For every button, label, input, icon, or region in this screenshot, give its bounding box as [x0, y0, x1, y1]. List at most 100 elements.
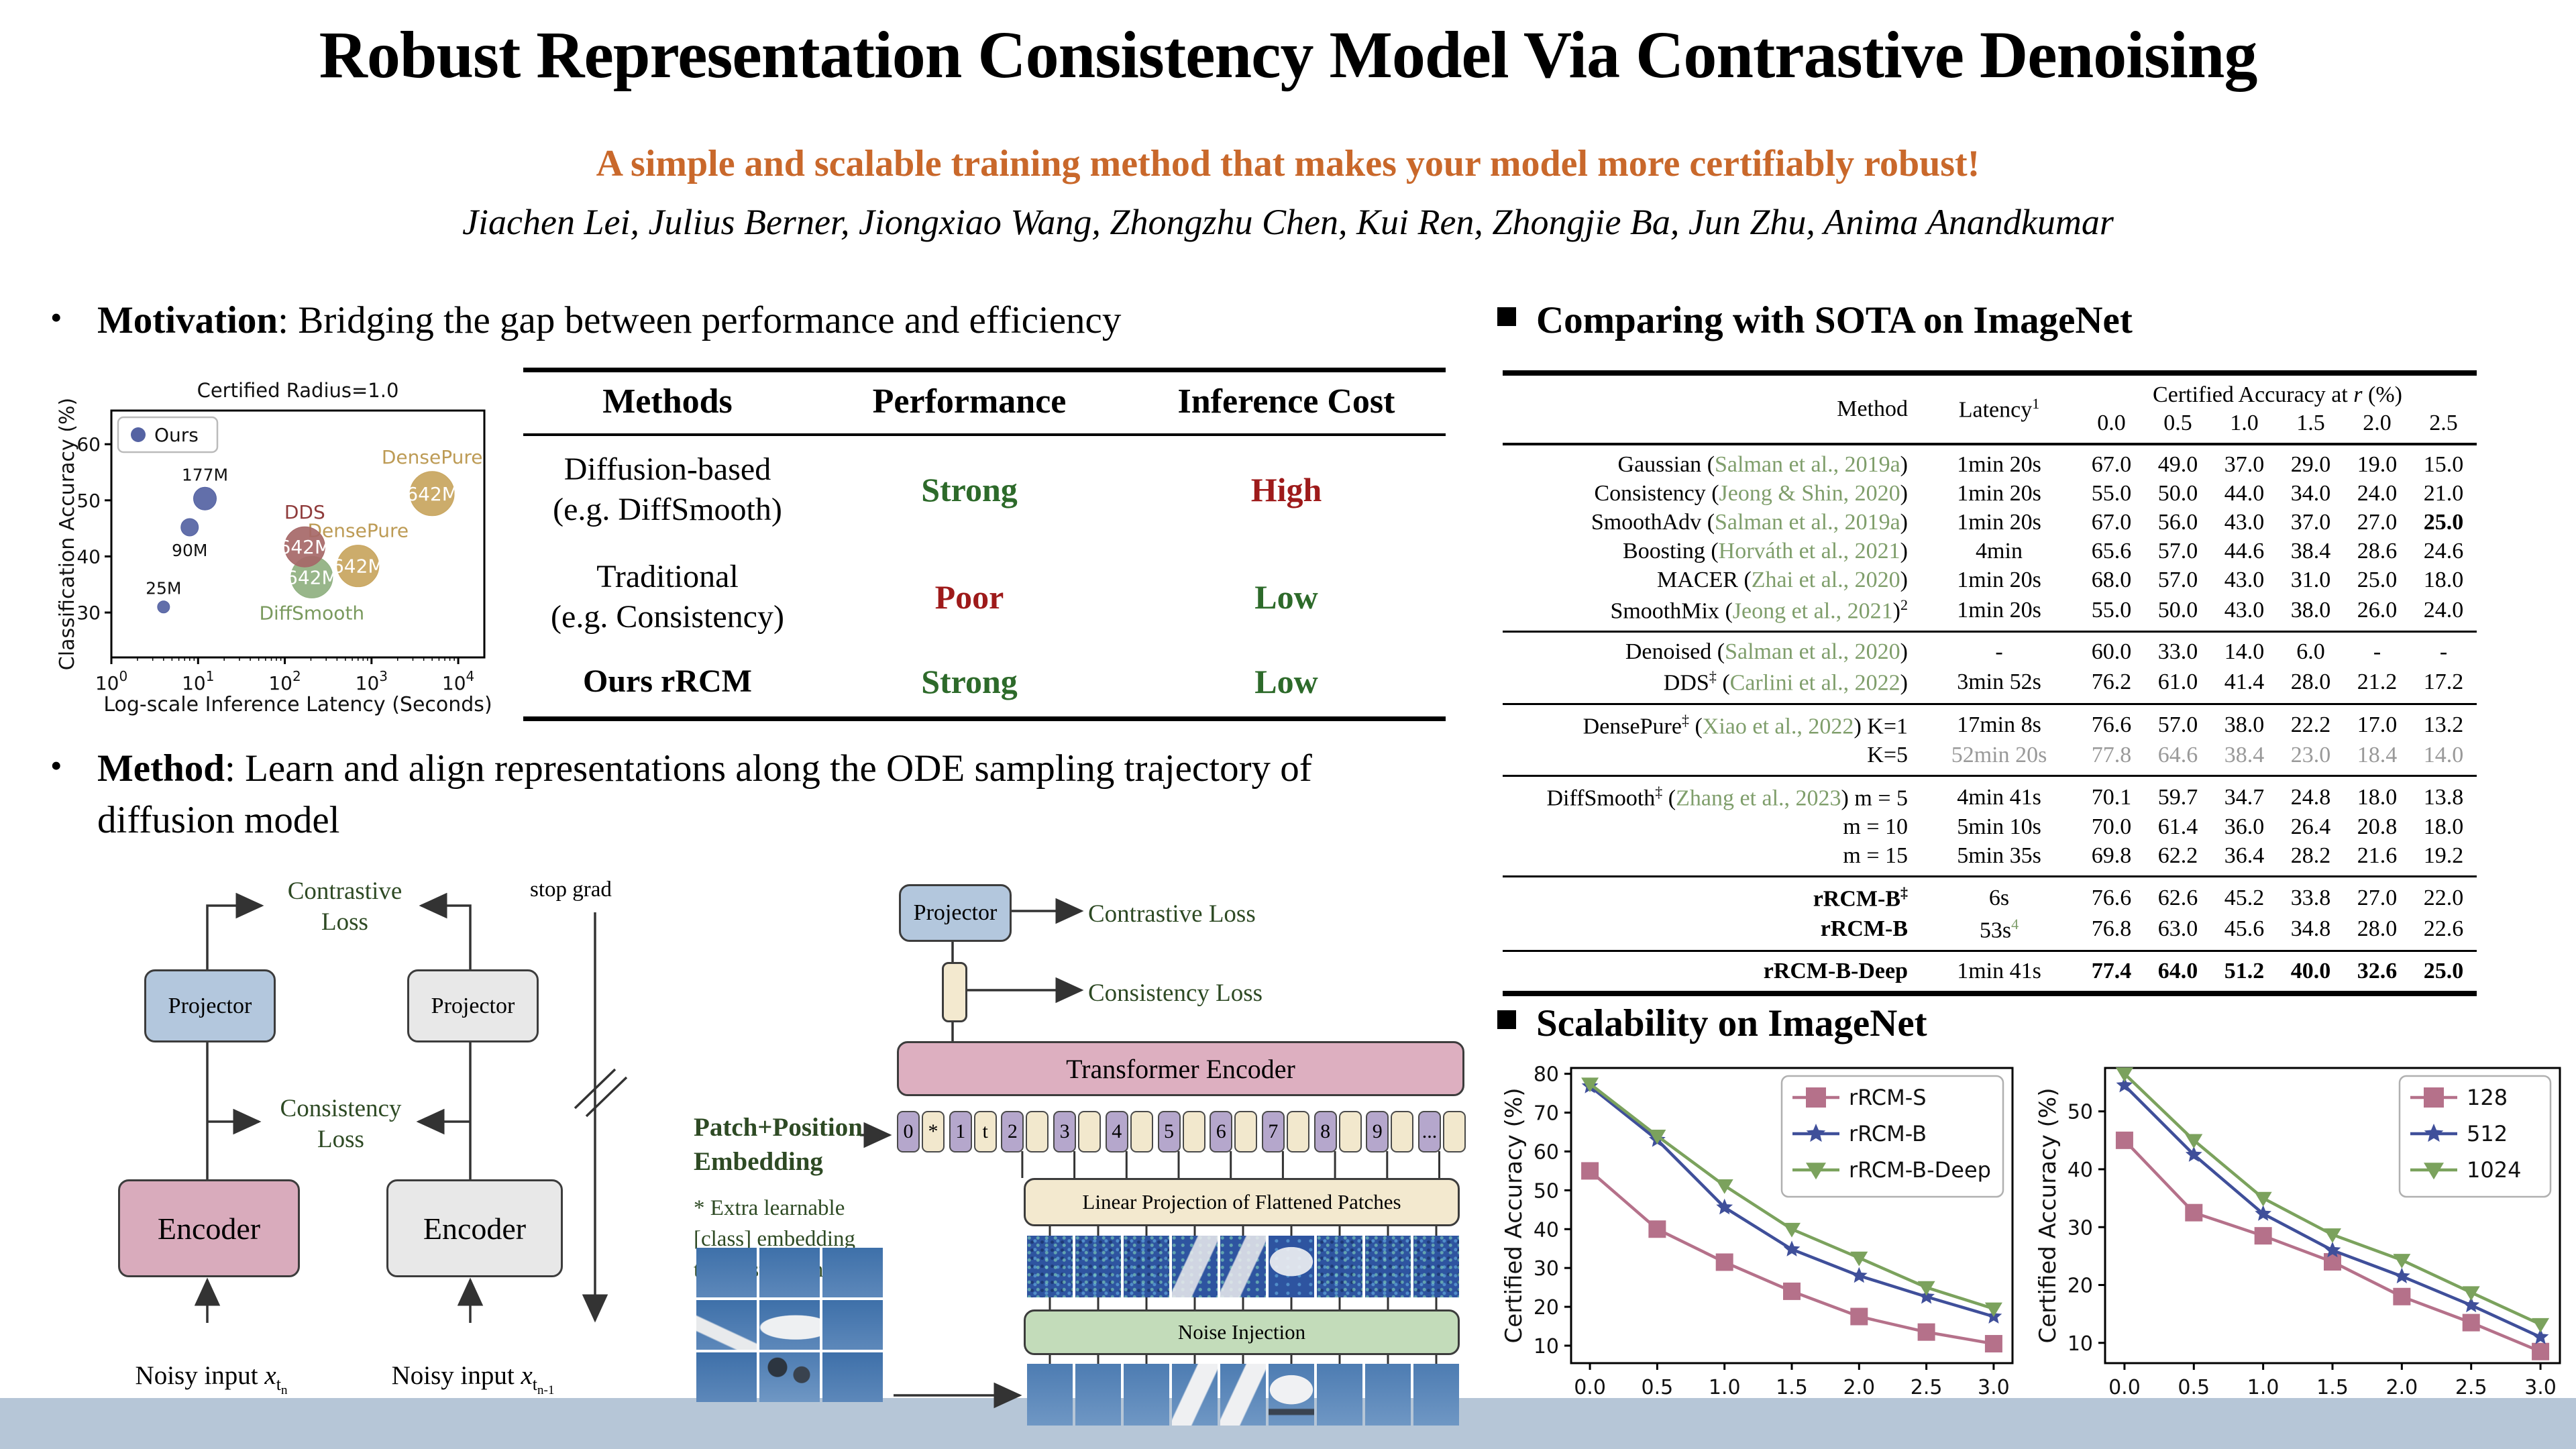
svg-text:40: 40	[2068, 1159, 2093, 1182]
accuracy-cell: 26.4	[2290, 814, 2331, 840]
image-patch	[1413, 1236, 1459, 1297]
svg-text:60: 60	[76, 433, 101, 455]
method-cell: rRCM-B-Deep	[1503, 951, 1920, 994]
siamese-diagram: Contrastive Loss stop grad Projector Pro…	[67, 872, 711, 1415]
method-text: )	[1900, 452, 1908, 477]
position-token: 4	[1105, 1111, 1128, 1152]
sota-results-table: Method Latency1 Certified Accuracy at r …	[1503, 370, 2477, 996]
accuracy-cell: 67.0	[2091, 452, 2132, 477]
svg-text:1.0: 1.0	[2247, 1376, 2279, 1399]
accuracy-cell: 43.0	[2224, 510, 2265, 535]
accuracy-cell: 64.6	[2157, 742, 2198, 767]
svg-text:100: 100	[95, 668, 127, 694]
performance-value: Poor	[934, 578, 1004, 616]
method-text: )	[1900, 639, 1908, 665]
method-text: rRCM-B	[1813, 886, 1900, 912]
svg-text:0.5: 0.5	[1642, 1376, 1674, 1399]
encoder-box-online: Encoder	[118, 1179, 300, 1277]
method-text: )	[1900, 670, 1908, 696]
position-token: ...	[1418, 1111, 1441, 1152]
svg-text:Ours: Ours	[154, 424, 199, 446]
svg-text:DensePure: DensePure	[382, 446, 483, 468]
method-text: Jeong et al., 2021	[1732, 598, 1893, 624]
accuracy-cell: 38.0	[2224, 712, 2265, 738]
latency-accuracy-bubble-chart: Certified Radius=1.0 100 101 102 103 104 30 40 5…	[58, 379, 492, 716]
image-patch	[1172, 1236, 1218, 1297]
table-row: Traditional (e.g. Consistency) Poor Low	[523, 543, 1446, 651]
accuracy-cell: 69.8	[2091, 843, 2132, 869]
image-patch	[1269, 1364, 1314, 1426]
svg-text:10: 10	[1534, 1335, 1559, 1358]
image-patch	[1124, 1236, 1169, 1297]
accuracy-cell: 18.0	[2423, 568, 2464, 592]
accuracy-cell: 26.0	[2357, 597, 2398, 623]
svg-text:20: 20	[2068, 1275, 2093, 1298]
encoder-box-target: Encoder	[386, 1179, 563, 1277]
accuracy-cell: 76.6	[2091, 885, 2132, 910]
token-pair: 6	[1210, 1111, 1258, 1152]
method-text: ) m = 5	[1841, 786, 1908, 811]
table-row: Boosting (Horváth et al., 2021) 4min 65.6 5…	[1503, 537, 2477, 566]
method-text: DiffSmooth	[1546, 786, 1656, 811]
image-patch	[1075, 1236, 1121, 1297]
svg-text:25M: 25M	[146, 579, 181, 598]
method-text: Boosting	[1623, 539, 1705, 564]
svg-text:DDS: DDS	[284, 501, 325, 523]
accuracy-cell: 25.0	[2423, 958, 2464, 983]
svg-text:30: 30	[76, 602, 101, 624]
radius-col: 0.5	[2163, 411, 2192, 435]
accuracy-cell: 19.0	[2357, 452, 2398, 477]
contrastive-loss-label: Contrastive Loss	[1088, 900, 1256, 928]
token-pair: 7	[1261, 1111, 1309, 1152]
image-patch	[1124, 1364, 1169, 1426]
table-row: rRCM-B‡ 6s 76.6 62.6 45.2 33.8 27.0 22.0	[1503, 877, 2477, 914]
latency-value: 3min 52s	[1957, 669, 2041, 694]
col-latency: Latency1	[1958, 395, 2040, 423]
accuracy-cell: 60.0	[2091, 639, 2132, 665]
accuracy-cell: 17.0	[2357, 712, 2398, 738]
method-text: Jeong & Shin, 2020	[1719, 481, 1900, 506]
svg-text:103: 103	[356, 668, 388, 694]
accuracy-cell: 28.0	[2290, 669, 2331, 694]
radius-col: 1.0	[2230, 411, 2259, 435]
cost-value: Low	[1254, 663, 1318, 700]
table-row: Consistency (Jeong & Shin, 2020) 1min 20s…	[1503, 480, 2477, 508]
diagram-arrows	[194, 892, 628, 1323]
latency-cell: -	[1920, 632, 2078, 667]
accuracy-cell: 28.0	[2357, 916, 2398, 942]
svg-text:80: 80	[1534, 1063, 1559, 1087]
svg-text:1.5: 1.5	[1776, 1376, 1808, 1399]
method-heading-text: Method: Learn and align representations …	[97, 743, 1432, 847]
method-text: (	[1711, 639, 1725, 665]
accuracy-cell: 22.6	[2423, 916, 2464, 942]
method-text: K=5	[1867, 742, 1908, 767]
position-token: 9	[1366, 1111, 1389, 1152]
accuracy-cell: 28.2	[2290, 843, 2331, 869]
bullet-icon: •	[50, 299, 62, 336]
patch-token	[1182, 1111, 1205, 1152]
svg-text:642M: 642M	[406, 483, 458, 505]
accuracy-cell: 33.8	[2290, 885, 2331, 910]
accuracy-cell: 77.8	[2091, 742, 2132, 767]
method-text: Zhai et al., 2020	[1751, 568, 1900, 592]
sota-table-group: rRCM-B‡ 6s 76.6 62.6 45.2 33.8 27.0 22.0 rRCM-B 5…	[1503, 876, 2477, 951]
image-patch	[1220, 1364, 1266, 1426]
svg-text:0.0: 0.0	[1574, 1376, 1606, 1399]
table-row: rRCM-B 53s4 76.8 63.0 45.6 34.8 28.0 22.6	[1503, 914, 2477, 951]
method-comparison-table: Methods Performance Inference Cost Diffu…	[523, 368, 1446, 721]
method-cell: Boosting (Horváth et al., 2021)	[1503, 537, 1920, 566]
accuracy-cell: 45.6	[2224, 916, 2265, 942]
accuracy-cell: 70.0	[2091, 814, 2132, 840]
accuracy-cell: 23.0	[2290, 742, 2331, 767]
sota-table-group: Gaussian (Salman et al., 2019a) 1min 20s 6…	[1503, 444, 2477, 632]
position-token: 3	[1053, 1111, 1077, 1152]
accuracy-cell: 34.8	[2290, 916, 2331, 942]
svg-text:rRCM-S: rRCM-S	[1849, 1085, 1927, 1110]
latency-cell: 4min 41s	[1920, 775, 2078, 812]
image-patch	[1220, 1236, 1266, 1297]
method-text: Carlini et al., 2022	[1729, 670, 1900, 696]
table-row: m = 10 5min 10s 70.0 61.4 36.0 26.4 20.8 18.0	[1503, 813, 2477, 842]
method-text: Horváth et al., 2021	[1718, 539, 1900, 564]
table-row: rRCM-B-Deep 1min 41s 77.4 64.0 51.2 40.0 32.6 2…	[1503, 951, 2477, 994]
projector-box-target: Projector	[407, 969, 539, 1042]
